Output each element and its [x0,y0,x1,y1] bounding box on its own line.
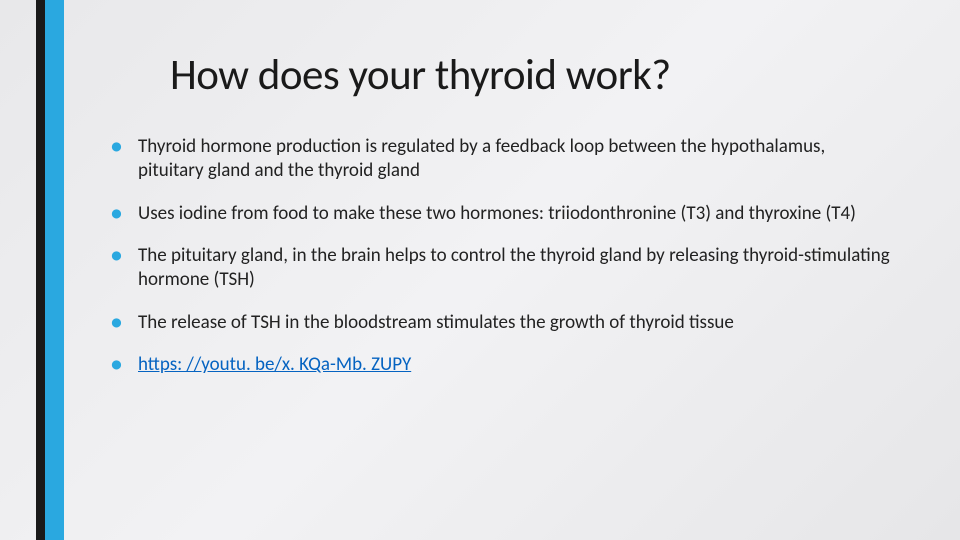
bullet-item: The pituitary gland, in the brain helps … [110,244,890,293]
slide: How does your thyroid work? Thyroid horm… [0,0,960,540]
video-link[interactable]: https: //youtu. be/x. KQa-Mb. ZUPY [138,353,411,376]
bullet-text: Uses iodine from food to make these two … [138,202,856,225]
bullet-item: https: //youtu. be/x. KQa-Mb. ZUPY [110,353,890,377]
bullet-item: The release of TSH in the bloodstream st… [110,311,890,335]
bullet-item: Thyroid hormone production is regulated … [110,135,890,184]
bullet-list: Thyroid hormone production is regulated … [110,135,890,377]
bullet-text: Thyroid hormone production is regulated … [138,135,825,182]
bullet-item: Uses iodine from food to make these two … [110,202,890,226]
bullet-text: The release of TSH in the bloodstream st… [138,311,734,334]
bullet-text: The pituitary gland, in the brain helps … [138,244,890,291]
slide-title: How does your thyroid work? [170,48,890,101]
